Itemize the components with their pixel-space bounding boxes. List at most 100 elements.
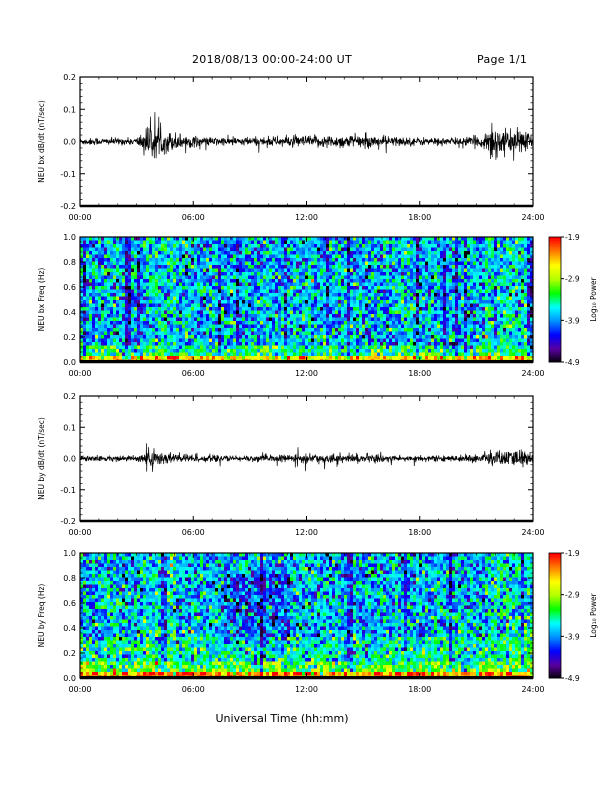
- spectrogram-cell: [212, 258, 216, 262]
- spectrogram-cell: [191, 275, 195, 280]
- spectrogram-cell: [410, 338, 414, 343]
- spectrogram-cell: [236, 324, 240, 329]
- spectrogram-cell: [443, 251, 447, 255]
- spectrogram-cell: [182, 247, 186, 252]
- spectrogram-cell: [266, 296, 270, 301]
- spectrogram-cell: [464, 251, 468, 255]
- spectrogram-cell: [404, 286, 408, 290]
- spectrogram-cell: [383, 345, 387, 350]
- spectrogram-cell: [212, 335, 216, 339]
- spectrogram-cell: [185, 272, 189, 276]
- spectrogram-cell: [326, 349, 330, 353]
- spectrogram-cell: [104, 240, 108, 245]
- spectrogram-cell: [395, 356, 399, 360]
- spectrogram-cell: [431, 345, 435, 350]
- spectrogram-cell: [362, 300, 366, 304]
- spectrogram-cell: [317, 317, 321, 322]
- spectrogram-cell: [437, 289, 441, 294]
- spectrogram-cell: [131, 268, 135, 273]
- spectrogram-cell: [158, 272, 162, 276]
- spectrogram-cell: [155, 303, 159, 308]
- spectrogram-cell: [176, 275, 180, 280]
- spectrogram-cell: [308, 254, 312, 259]
- spectrogram-cell: [461, 293, 465, 297]
- spectrogram-cell: [380, 296, 384, 301]
- spectrogram-cell: [395, 265, 399, 269]
- spectrogram-cell: [302, 356, 306, 360]
- spectrogram-cell: [203, 240, 207, 245]
- spectrogram-cell: [95, 314, 99, 318]
- spectrogram-cell: [107, 268, 111, 273]
- spectrogram-cell: [452, 321, 456, 325]
- spectrogram-cell: [293, 286, 297, 290]
- spectrogram-cell: [473, 345, 477, 350]
- spectrogram-cell: [332, 310, 336, 315]
- spectrogram-cell: [452, 247, 456, 252]
- spectrogram-cell: [266, 289, 270, 294]
- spectrogram-cell: [461, 324, 465, 329]
- spectrogram-cell: [218, 254, 222, 259]
- spectrogram-cell: [470, 289, 474, 294]
- spectrogram-cell: [158, 275, 162, 280]
- spectrogram-cell: [467, 261, 471, 266]
- spectrogram-cell: [356, 317, 360, 322]
- spectrogram-cell: [221, 244, 225, 248]
- spectrogram-cell: [257, 251, 261, 255]
- spectrogram-cell: [380, 303, 384, 308]
- spectrogram-cell: [155, 324, 159, 329]
- spectrogram-cell: [275, 356, 279, 360]
- spectrogram-cell: [356, 321, 360, 325]
- spectrogram-cell: [194, 289, 198, 294]
- spectrogram-cell: [467, 279, 471, 283]
- spectrogram-cell: [473, 331, 477, 336]
- spectrogram-cell: [362, 272, 366, 276]
- spectrogram-cell: [83, 356, 87, 360]
- spectrogram-cell: [293, 275, 297, 280]
- spectrogram-cell: [122, 338, 126, 343]
- spectrogram-cell: [317, 258, 321, 262]
- spectrogram-cell: [281, 237, 285, 241]
- spectrogram-cell: [476, 251, 480, 255]
- spectrogram-cell: [176, 321, 180, 325]
- spectrogram-cell: [452, 272, 456, 276]
- spectrogram-cell: [167, 338, 171, 343]
- spectrogram-cell: [80, 349, 84, 353]
- spectrogram-cell: [245, 237, 249, 241]
- spectrogram-cell: [200, 328, 204, 332]
- spectrogram-cell: [314, 265, 318, 269]
- spectrogram-cell: [413, 307, 417, 311]
- spectrogram-cell: [323, 240, 327, 245]
- spectrogram-cell: [389, 268, 393, 273]
- spectrogram-cell: [422, 261, 426, 266]
- spectrogram-cell: [416, 331, 420, 336]
- spectrogram-cell: [335, 293, 339, 297]
- spectrogram-cell: [287, 286, 291, 290]
- spectrogram-cell: [473, 303, 477, 308]
- spectrogram-cell: [131, 356, 135, 360]
- spectrogram-cell: [206, 324, 210, 329]
- spectrogram-cell: [125, 261, 129, 266]
- spectrogram-cell: [221, 317, 225, 322]
- spectrogram-cell: [302, 265, 306, 269]
- spectrogram-cell: [470, 275, 474, 280]
- spectrogram-cell: [347, 314, 351, 318]
- spectrogram-cell: [479, 275, 483, 280]
- spectrogram-cell: [359, 272, 363, 276]
- spectrogram-cell: [95, 279, 99, 283]
- spectrogram-cell: [83, 317, 87, 322]
- spectrogram-cell: [236, 321, 240, 325]
- spectrogram-cell: [353, 296, 357, 301]
- spectrogram-cell: [362, 338, 366, 343]
- spectrogram-cell: [266, 335, 270, 339]
- spectrogram-cell: [275, 265, 279, 269]
- spectrogram-cell: [269, 275, 273, 280]
- spectrogram-cell: [278, 303, 282, 308]
- spectrogram-cell: [152, 268, 156, 273]
- spectrogram-cell: [371, 321, 375, 325]
- spectrogram-cell: [299, 251, 303, 255]
- spectrogram-cell: [104, 282, 108, 287]
- spectrogram-cell: [389, 317, 393, 322]
- spectrogram-cell: [305, 261, 309, 266]
- spectrogram-cell: [158, 293, 162, 297]
- spectrogram-cell: [182, 307, 186, 311]
